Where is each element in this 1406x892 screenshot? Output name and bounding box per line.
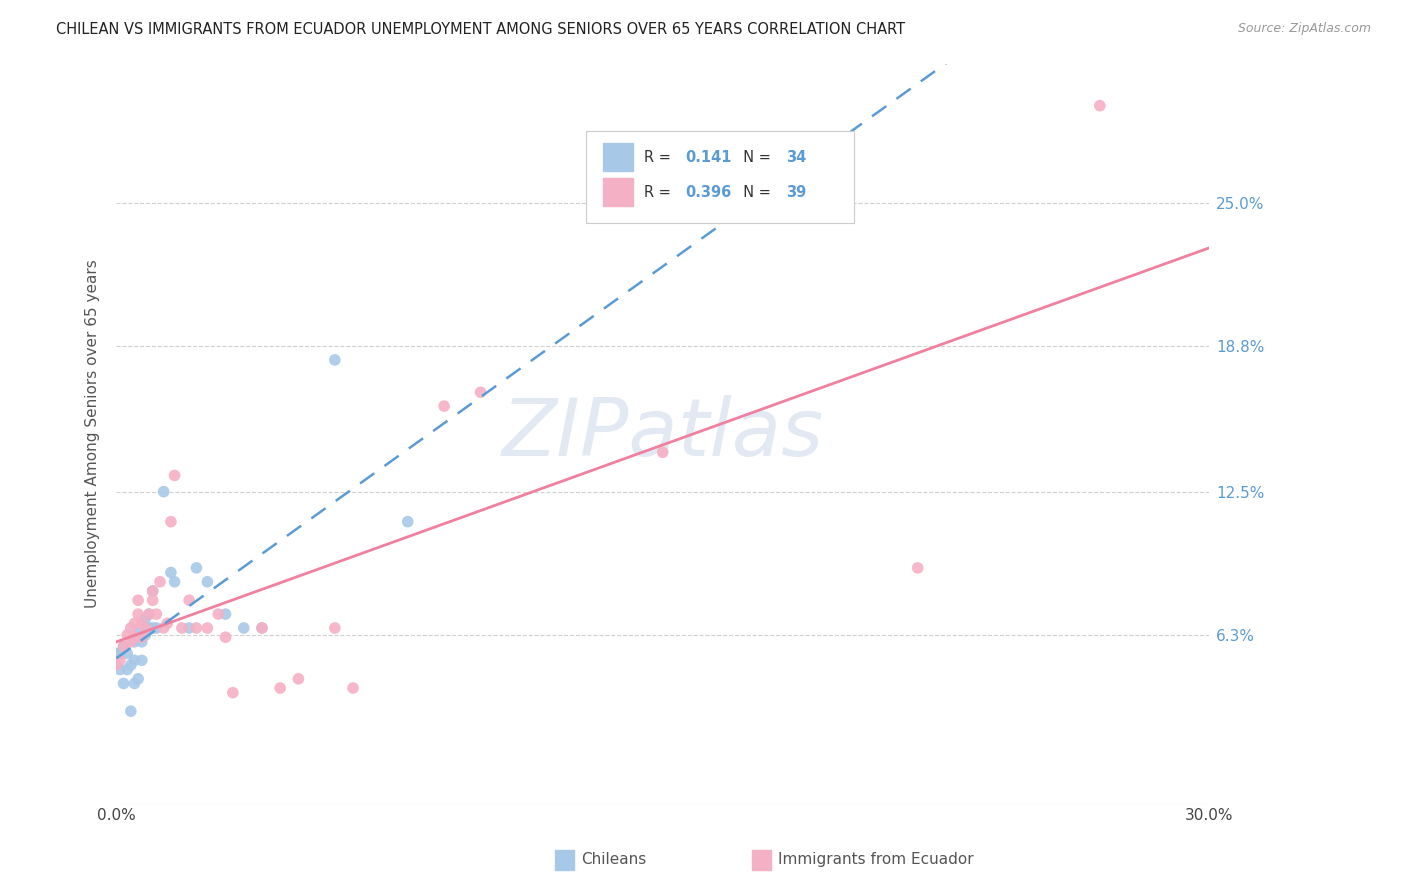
Point (160, 566, 183, 580)
Bar (603, 178, 633, 206)
Point (134, 612, 156, 626)
Point (127, 672, 149, 686)
Point (163, 468, 186, 483)
Point (127, 593, 149, 607)
Point (105, 647, 128, 661)
Point (179, 621, 201, 635)
Point (112, 676, 135, 690)
Point (232, 621, 254, 635)
Text: Chileans: Chileans (581, 853, 645, 867)
Text: 34: 34 (786, 150, 807, 165)
Text: R =: R = (644, 185, 676, 200)
Y-axis label: Unemployment Among Seniors over 65 years: Unemployment Among Seniors over 65 years (86, 260, 100, 608)
Point (195, 621, 218, 635)
Point (214, 607, 236, 621)
Point (160, 515, 183, 529)
Bar (603, 144, 633, 171)
Point (323, 621, 346, 635)
Point (342, 681, 364, 695)
Point (115, 663, 138, 677)
Point (115, 647, 138, 661)
Point (250, 621, 273, 635)
Text: 0.141: 0.141 (686, 150, 733, 165)
Text: R =: R = (644, 150, 676, 165)
Point (131, 635, 153, 649)
Point (149, 574, 172, 589)
Point (127, 625, 149, 640)
Point (179, 593, 201, 607)
Point (170, 621, 193, 635)
Point (186, 561, 208, 575)
Point (470, 385, 492, 400)
Point (142, 621, 165, 635)
Point (131, 653, 153, 667)
Text: 39: 39 (786, 185, 807, 200)
Point (134, 628, 156, 642)
Point (396, 515, 419, 529)
Point (138, 621, 160, 635)
Point (124, 635, 146, 649)
Point (115, 628, 138, 642)
Text: N =: N = (734, 185, 775, 200)
Point (186, 621, 208, 635)
Point (269, 681, 291, 695)
Point (108, 663, 131, 677)
Point (145, 607, 167, 621)
Point (651, 445, 673, 459)
Point (250, 621, 273, 635)
Text: CHILEAN VS IMMIGRANTS FROM ECUADOR UNEMPLOYMENT AMONG SENIORS OVER 65 YEARS CORR: CHILEAN VS IMMIGRANTS FROM ECUADOR UNEMP… (56, 22, 905, 37)
Point (214, 630, 236, 644)
Text: Immigrants from Ecuador: Immigrants from Ecuador (778, 853, 973, 867)
Point (145, 621, 167, 635)
Point (120, 635, 142, 649)
FancyBboxPatch shape (586, 130, 853, 223)
Text: N =: N = (734, 150, 775, 165)
Point (108, 647, 131, 661)
Point (323, 352, 346, 367)
Point (134, 621, 156, 635)
Point (222, 686, 245, 700)
Point (108, 653, 131, 667)
Point (138, 607, 160, 621)
Point (105, 657, 128, 672)
Point (138, 607, 160, 621)
Text: 0.396: 0.396 (686, 185, 733, 200)
Point (907, 561, 929, 575)
Point (120, 657, 142, 672)
Point (124, 653, 146, 667)
Point (152, 484, 174, 499)
Point (120, 704, 142, 718)
Point (142, 593, 165, 607)
Point (142, 584, 165, 599)
Text: Source: ZipAtlas.com: Source: ZipAtlas.com (1237, 22, 1371, 36)
Point (433, 399, 456, 413)
Point (156, 616, 179, 631)
Point (152, 621, 174, 635)
Point (1088, 98, 1111, 112)
Point (142, 584, 165, 599)
Point (124, 630, 146, 644)
Point (120, 621, 142, 635)
Point (207, 607, 229, 621)
Point (287, 672, 309, 686)
Point (124, 616, 146, 631)
Point (195, 574, 218, 589)
Point (127, 607, 149, 621)
Point (131, 616, 153, 631)
Point (124, 676, 146, 690)
Text: ZIPatlas: ZIPatlas (502, 395, 824, 473)
Point (131, 630, 153, 644)
Point (112, 640, 135, 654)
Point (112, 640, 135, 654)
Point (163, 574, 186, 589)
